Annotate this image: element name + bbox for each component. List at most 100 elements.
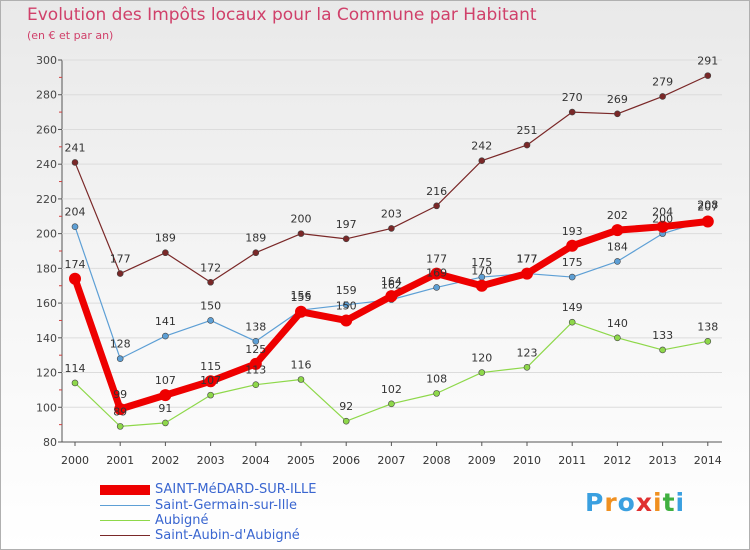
data-point-saint-germain: [433, 284, 440, 291]
x-tick-label: 2002: [151, 454, 179, 467]
data-point-saint-aubin: [297, 230, 305, 237]
data-label-aubigne: 116: [291, 358, 312, 371]
data-label-aubigne: 140: [607, 317, 628, 330]
data-label-saint-medard: 193: [562, 225, 583, 238]
x-tick-label: 2006: [332, 454, 360, 467]
data-label-saint-aubin: 177: [110, 253, 131, 266]
logo-letter: t: [662, 488, 676, 517]
data-point-saint-medard: [430, 267, 443, 280]
legend-item-saint-aubin: Saint-Aubin-d'Aubigné: [100, 528, 360, 544]
data-point-saint-medard: [656, 220, 669, 233]
data-point-saint-medard: [521, 267, 533, 280]
data-label-saint-medard: 107: [155, 374, 176, 387]
data-point-saint-aubin: [704, 72, 712, 79]
data-label-saint-germain: 177: [517, 253, 538, 266]
data-point-saint-aubin: [252, 249, 260, 257]
data-label-saint-germain: 175: [471, 256, 492, 269]
data-label-saint-medard: 174: [65, 258, 86, 271]
data-label-aubigne: 120: [471, 352, 492, 365]
legend-item-saint-germain: Saint-Germain-sur-Ille: [100, 498, 360, 514]
data-point-saint-aubin: [388, 225, 395, 232]
legend-swatch-saint-aubin: [100, 535, 150, 536]
data-label-aubigne: 138: [697, 320, 718, 333]
data-point-aubigne: [523, 364, 531, 371]
data-label-saint-medard: 99: [113, 388, 127, 401]
data-point-saint-germain: [252, 337, 260, 345]
data-point-saint-germain: [568, 273, 576, 281]
data-label-saint-medard: 125: [245, 343, 266, 356]
data-label-saint-aubin: 269: [607, 93, 628, 106]
logo-letter: x: [635, 488, 653, 517]
data-label-aubigne: 114: [65, 362, 86, 375]
data-label-aubigne: 92: [339, 400, 353, 413]
data-label-saint-germain: 200: [652, 213, 673, 226]
data-label-saint-aubin: 270: [562, 91, 583, 104]
x-tick-label: 2008: [423, 454, 451, 467]
data-point-saint-medard: [385, 290, 398, 303]
data-point-saint-germain: [71, 223, 79, 230]
y-tick-label: 160: [36, 297, 57, 310]
data-point-saint-aubin: [478, 157, 486, 165]
x-tick-label: 2007: [377, 454, 405, 467]
y-tick-label: 200: [36, 228, 57, 241]
series-aubigne: [71, 318, 712, 430]
data-point-aubigne: [116, 423, 124, 430]
x-tick-label: 2009: [468, 454, 496, 467]
data-label-saint-medard: 170: [471, 265, 492, 278]
data-point-saint-aubin: [71, 159, 79, 166]
data-point-saint-germain: [207, 317, 214, 324]
data-label-saint-aubin: 279: [652, 75, 673, 88]
data-label-saint-medard: 164: [381, 275, 402, 288]
data-point-aubigne: [207, 391, 214, 399]
data-label-saint-germain: 162: [381, 279, 402, 292]
data-point-aubigne: [614, 334, 621, 342]
data-label-saint-medard: 177: [426, 253, 447, 266]
data-point-aubigne: [704, 337, 712, 345]
legend-label-saint-medard: SAINT-MéDARD-SUR-ILLE: [155, 482, 317, 497]
data-label-aubigne: 91: [158, 402, 172, 415]
x-tick-label: 2013: [649, 454, 677, 467]
data-point-aubigne: [433, 390, 440, 397]
y-tick-label: 100: [36, 401, 57, 414]
data-point-aubigne: [342, 417, 350, 425]
data-label-aubigne: 133: [652, 329, 673, 342]
data-label-saint-germain: 169: [426, 266, 447, 279]
data-point-saint-aubin: [116, 270, 124, 277]
data-label-saint-medard: 204: [652, 206, 673, 219]
data-label-aubigne: 123: [517, 346, 538, 359]
x-tick-label: 2004: [242, 454, 270, 467]
series-saint-aubin: [71, 72, 712, 286]
data-label-saint-germain: 204: [65, 206, 86, 219]
data-point-saint-medard: [340, 314, 353, 327]
y-tick-label: 180: [36, 262, 57, 275]
data-point-saint-medard: [249, 357, 262, 370]
data-point-saint-aubin: [433, 202, 440, 210]
data-point-saint-aubin: [342, 235, 350, 243]
data-point-aubigne: [252, 381, 260, 389]
proxiti-logo: Proxiti: [585, 488, 685, 517]
legend-label-saint-aubin: Saint-Aubin-d'Aubigné: [155, 528, 300, 543]
x-tick-label: 2014: [694, 454, 722, 467]
data-label-saint-germain: 156: [291, 289, 312, 302]
data-label-aubigne: 102: [381, 383, 402, 396]
logo-letter: r: [604, 488, 618, 517]
data-label-saint-germain: 208: [697, 199, 718, 212]
y-tick-label: 80: [43, 436, 57, 449]
data-label-saint-germain: 159: [336, 284, 357, 297]
data-label-saint-aubin: 291: [697, 55, 718, 68]
data-label-aubigne: 89: [113, 405, 127, 418]
y-tick-label: 120: [36, 367, 57, 380]
data-point-aubigne: [659, 346, 666, 354]
data-label-saint-aubin: 197: [336, 218, 357, 231]
y-tick-label: 220: [36, 193, 57, 206]
data-point-aubigne: [71, 379, 79, 387]
data-label-saint-germain: 150: [200, 299, 221, 312]
chart-title: Evolution des Impôts locaux pour la Comm…: [27, 5, 537, 25]
data-point-saint-medard: [475, 279, 488, 292]
data-label-saint-medard: 155: [291, 291, 312, 304]
legend-label-saint-germain: Saint-Germain-sur-Ille: [155, 498, 297, 513]
data-point-saint-medard: [204, 375, 217, 388]
data-label-saint-aubin: 203: [381, 207, 402, 220]
